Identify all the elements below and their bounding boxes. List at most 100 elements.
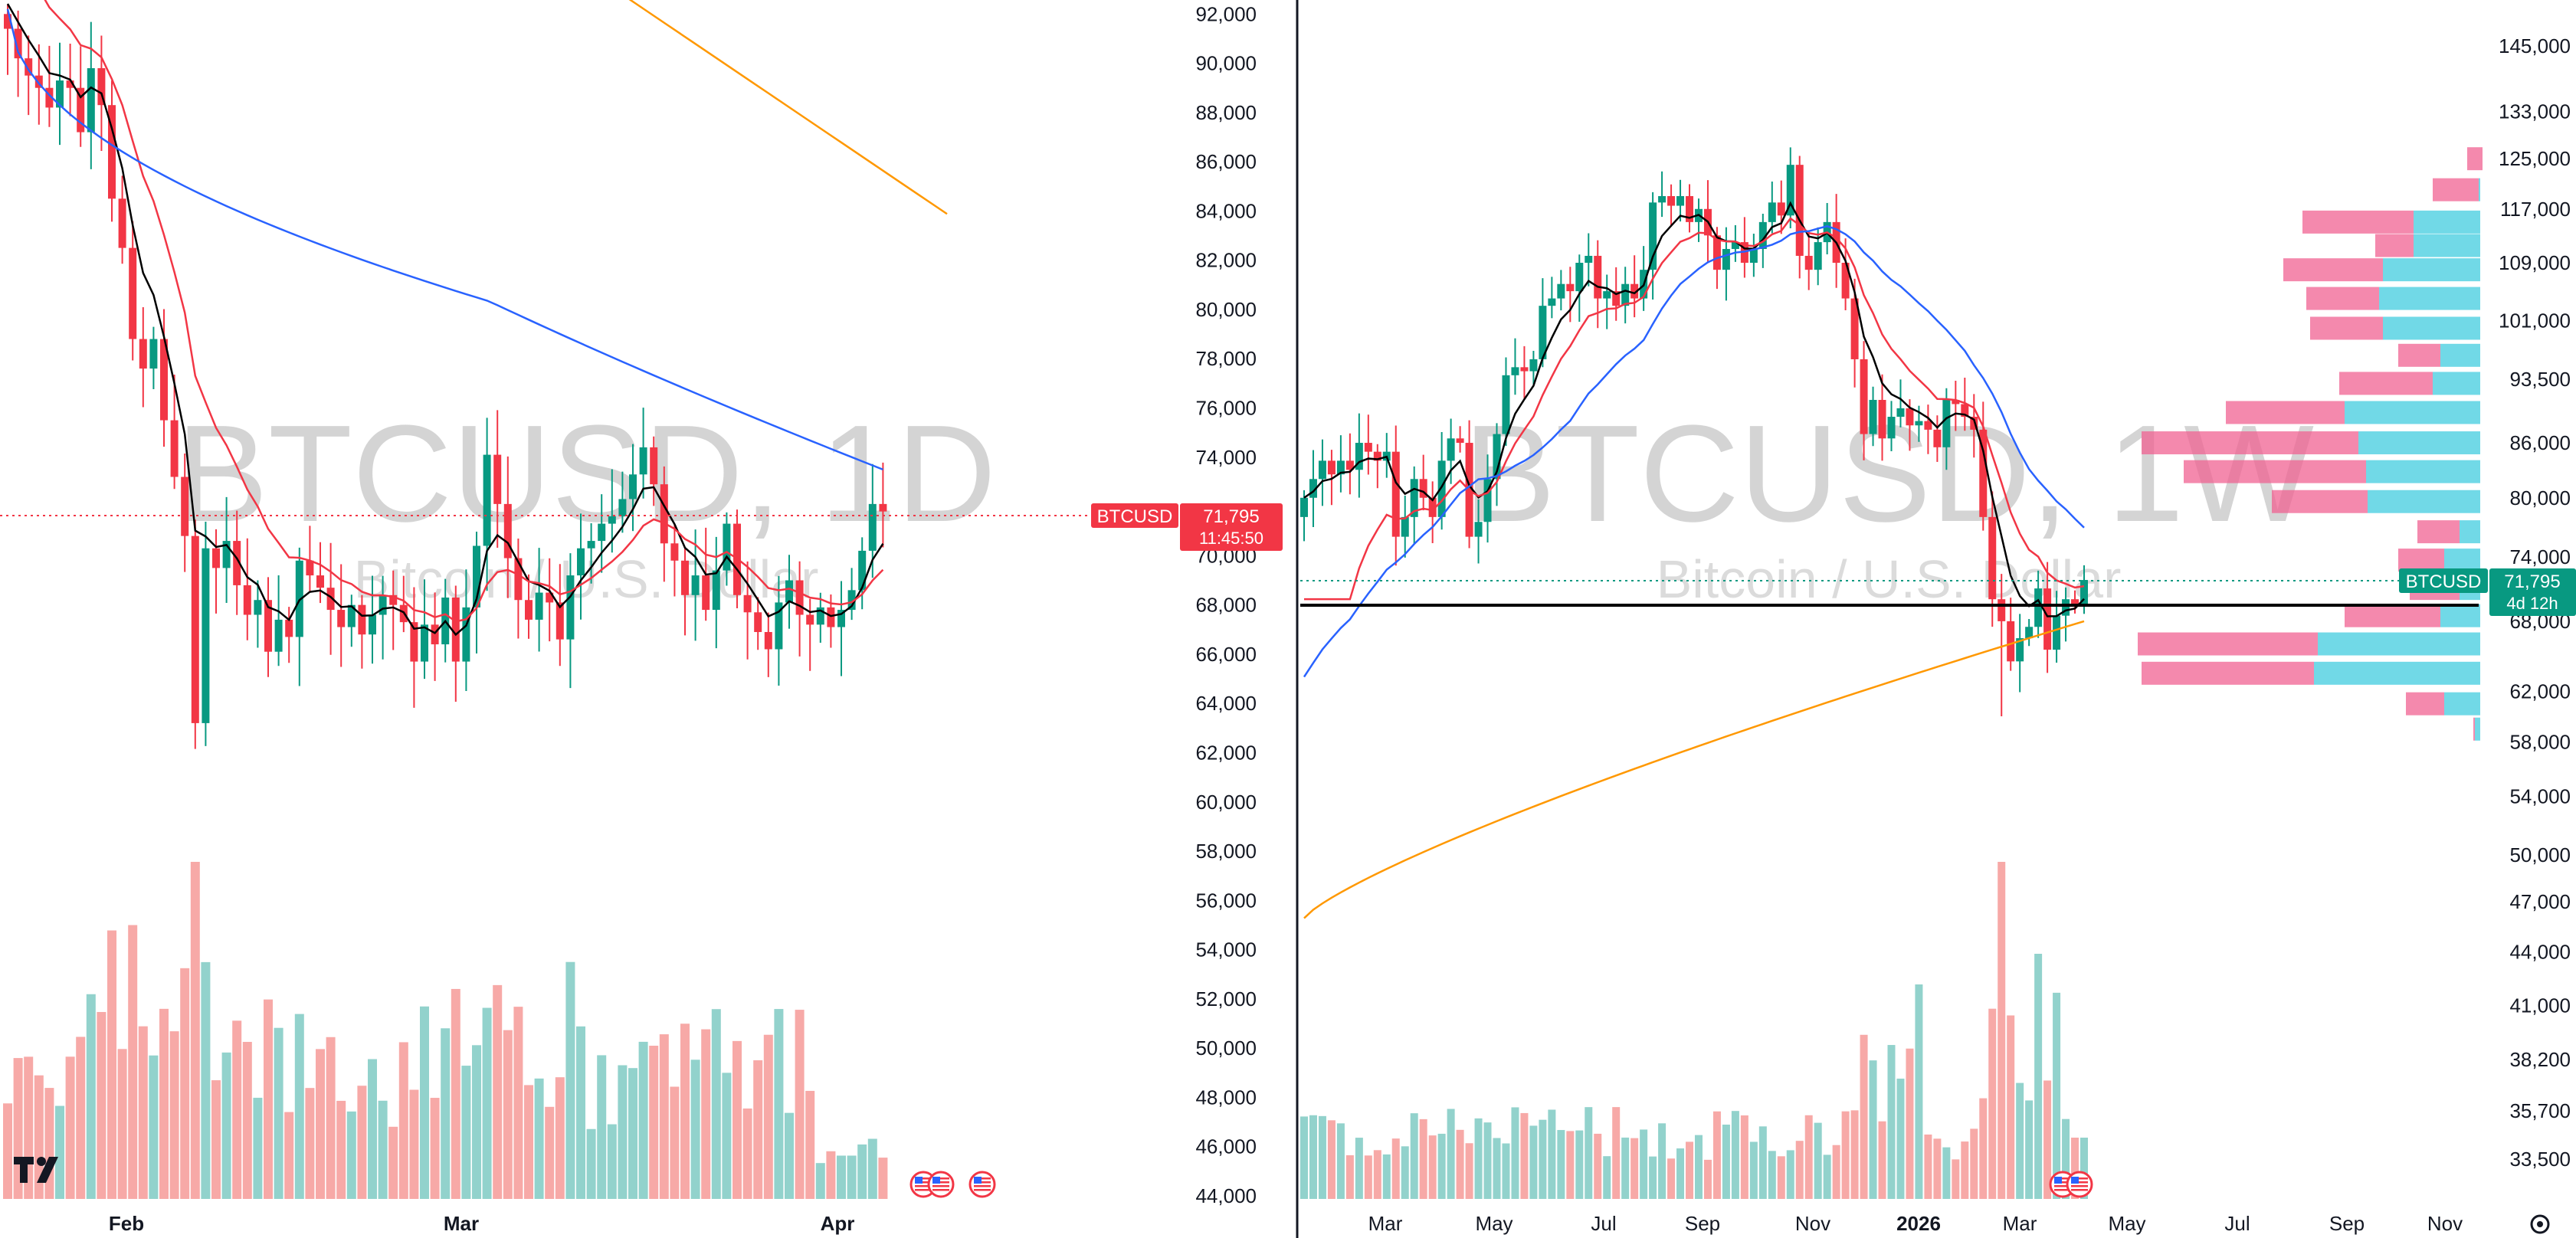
left-candle-body	[202, 548, 210, 723]
left-volume-bar	[524, 1085, 533, 1199]
left-chart-pane[interactable]: BTCUSD, 1D Bitcoin / U.S. Dollar 92,0009…	[0, 0, 1283, 1235]
left-axis-tick-label: 76,000	[1195, 397, 1257, 420]
left-axis-tick-label: 48,000	[1195, 1086, 1257, 1109]
profile-row-buy	[2440, 604, 2480, 627]
right-price-axis[interactable]: 145,000 133,000 125,000 117,000 109,000 101,0…	[2499, 34, 2571, 1171]
right-badge-countdown: 4d 12h	[2506, 594, 2558, 613]
right-volume-bar	[1401, 1146, 1409, 1199]
left-badge-price: 71,795	[1203, 506, 1259, 527]
right-volume-bar	[1906, 1048, 1914, 1199]
right-candle-body	[1686, 195, 1694, 222]
left-candle-body	[816, 607, 824, 625]
left-candle-body	[181, 477, 189, 536]
left-candle-body	[347, 604, 356, 627]
right-candle-body	[1300, 497, 1308, 517]
left-volume-bar	[763, 1034, 773, 1199]
left-candle-body	[681, 560, 689, 595]
right-us-flag-icon[interactable]	[2049, 1171, 2093, 1198]
right-candle-body	[1758, 221, 1767, 249]
right-volume-bar	[1309, 1115, 1317, 1199]
right-axis-tick-label: 93,500	[2509, 368, 2571, 391]
left-axis-tick-label: 90,000	[1195, 52, 1257, 75]
left-volume-bar	[732, 1040, 742, 1199]
left-axis-tick-label: 56,000	[1195, 889, 1257, 912]
right-chart-pane[interactable]: BTCUSD, 1W Bitcoin / U.S. Dollar 145,000…	[1300, 34, 2576, 1235]
left-volume-bar	[545, 1106, 555, 1199]
profile-row-buy	[2414, 210, 2480, 234]
left-volume-bar	[878, 1158, 888, 1199]
left-candle-body	[535, 592, 543, 620]
left-volume-bar	[409, 1089, 419, 1199]
left-volume-bar	[264, 999, 273, 1199]
right-volume-bar	[1300, 1116, 1308, 1199]
right-candle-body	[1942, 399, 1951, 447]
left-candle-body	[629, 474, 637, 499]
left-candle-body	[56, 80, 64, 108]
left-candle-body	[421, 624, 428, 662]
left-candle-body	[34, 75, 43, 88]
left-candle-body	[639, 447, 647, 475]
left-axis-tick-label: 66,000	[1195, 643, 1257, 666]
right-volume-bar	[1768, 1151, 1776, 1199]
right-axis-tick-label: 54,000	[2509, 785, 2571, 808]
left-volume-bar	[503, 1030, 513, 1199]
left-time-axis[interactable]: Feb Mar Apr	[109, 1212, 855, 1235]
left-candle-body	[451, 597, 460, 662]
left-candle-body	[129, 247, 137, 339]
left-volume-bar	[368, 1059, 377, 1199]
left-candle-body	[556, 602, 564, 640]
left-axis-tick-label: 86,000	[1195, 150, 1257, 173]
right-time-label: Jul	[1591, 1212, 1616, 1235]
right-candle-body	[1557, 283, 1565, 299]
right-volume-bar	[1474, 1118, 1483, 1199]
right-candle-body	[1566, 283, 1575, 292]
left-candle-body	[754, 612, 762, 632]
right-time-label: May	[1475, 1212, 1512, 1235]
right-time-axis[interactable]: Mar May Jul Sep Nov 2026 Mar May Jul Sep Nov	[1368, 1212, 2463, 1235]
left-volume-bar	[586, 1128, 596, 1199]
left-candle-body	[358, 604, 366, 635]
left-volume-bar	[201, 961, 211, 1199]
right-volume-bar	[1437, 1133, 1446, 1199]
right-candle-body	[1336, 460, 1345, 475]
right-candle-body	[1841, 263, 1850, 299]
profile-row-sell	[2398, 549, 2444, 572]
profile-row-sell	[2339, 372, 2433, 395]
left-volume-bar	[513, 1007, 523, 1199]
right-candle-body	[1722, 248, 1730, 270]
right-volume-bar	[1483, 1122, 1492, 1199]
left-axis-tick-label: 52,000	[1195, 987, 1257, 1010]
left-volume-bar	[701, 1029, 711, 1199]
left-axis-tick-label: 80,000	[1195, 298, 1257, 321]
right-volume-bar	[1548, 1109, 1556, 1199]
left-price-axis[interactable]: 92,000 90,000 88,000 86,000 84,000 82,000 80,0…	[1195, 2, 1257, 1207]
right-axis-tick-label: 80,000	[2509, 486, 2571, 509]
right-volume-bar	[1676, 1148, 1685, 1199]
right-candle-body	[1428, 497, 1437, 517]
right-volume-bar	[1649, 1156, 1657, 1199]
left-volume-bar	[357, 1086, 367, 1199]
left-candle-body	[546, 592, 554, 603]
right-volume-bar	[1410, 1113, 1418, 1199]
right-volume-bar	[1345, 1154, 1354, 1199]
left-candle-body	[587, 541, 595, 549]
right-candle-body	[1548, 298, 1556, 306]
tradingview-logo-icon[interactable]	[14, 1157, 58, 1183]
profile-row-buy	[2366, 460, 2480, 483]
left-axis-tick-label: 88,000	[1195, 101, 1257, 124]
left-candle-body	[702, 575, 710, 611]
left-candle-body	[160, 339, 168, 421]
right-candle-body	[1419, 479, 1427, 498]
right-volume-bar	[1621, 1137, 1630, 1199]
right-volume-bar	[1703, 1159, 1712, 1199]
left-ma-orange-line	[628, 0, 948, 215]
profile-row-sell	[2306, 287, 2379, 310]
profile-row-buy	[2414, 234, 2480, 257]
left-candle-body	[191, 535, 199, 723]
right-volume-bar	[1585, 1107, 1593, 1199]
settings-icon[interactable]	[2530, 1214, 2550, 1234]
left-candle-body	[170, 420, 179, 477]
left-candle-body	[233, 541, 241, 585]
left-us-flag-icon[interactable]	[909, 1171, 996, 1198]
